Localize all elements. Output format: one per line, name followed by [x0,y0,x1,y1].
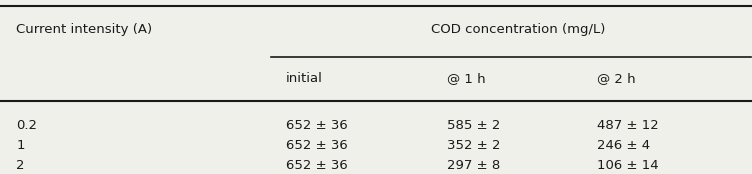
Text: 1: 1 [17,139,25,152]
Text: 652 ± 36: 652 ± 36 [286,119,348,132]
Text: 297 ± 8: 297 ± 8 [447,159,500,172]
Text: 352 ± 2: 352 ± 2 [447,139,501,152]
Text: 585 ± 2: 585 ± 2 [447,119,501,132]
Text: 0.2: 0.2 [17,119,38,132]
Text: 652 ± 36: 652 ± 36 [286,139,348,152]
Text: @ 2 h: @ 2 h [597,72,635,85]
Text: 487 ± 12: 487 ± 12 [597,119,659,132]
Text: 246 ± 4: 246 ± 4 [597,139,650,152]
Text: 652 ± 36: 652 ± 36 [286,159,348,172]
Text: Current intensity (A): Current intensity (A) [17,23,153,36]
Text: 106 ± 14: 106 ± 14 [597,159,659,172]
Text: @ 1 h: @ 1 h [447,72,486,85]
Text: COD concentration (mg/L): COD concentration (mg/L) [431,23,605,36]
Text: 2: 2 [17,159,25,172]
Text: initial: initial [286,72,323,85]
